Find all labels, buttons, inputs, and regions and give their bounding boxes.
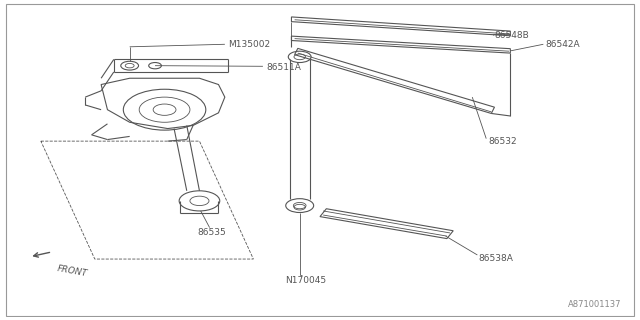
Text: A871001137: A871001137 bbox=[568, 300, 621, 309]
Text: 86538A: 86538A bbox=[479, 254, 513, 263]
Text: 86542A: 86542A bbox=[545, 40, 580, 49]
Text: N170045: N170045 bbox=[285, 276, 326, 284]
Text: 86535: 86535 bbox=[198, 228, 227, 237]
Text: 86532: 86532 bbox=[488, 137, 516, 146]
Text: FRONT: FRONT bbox=[57, 264, 88, 279]
Text: 86511A: 86511A bbox=[266, 63, 301, 72]
Text: 86548B: 86548B bbox=[495, 31, 529, 40]
Text: M135002: M135002 bbox=[228, 40, 270, 49]
